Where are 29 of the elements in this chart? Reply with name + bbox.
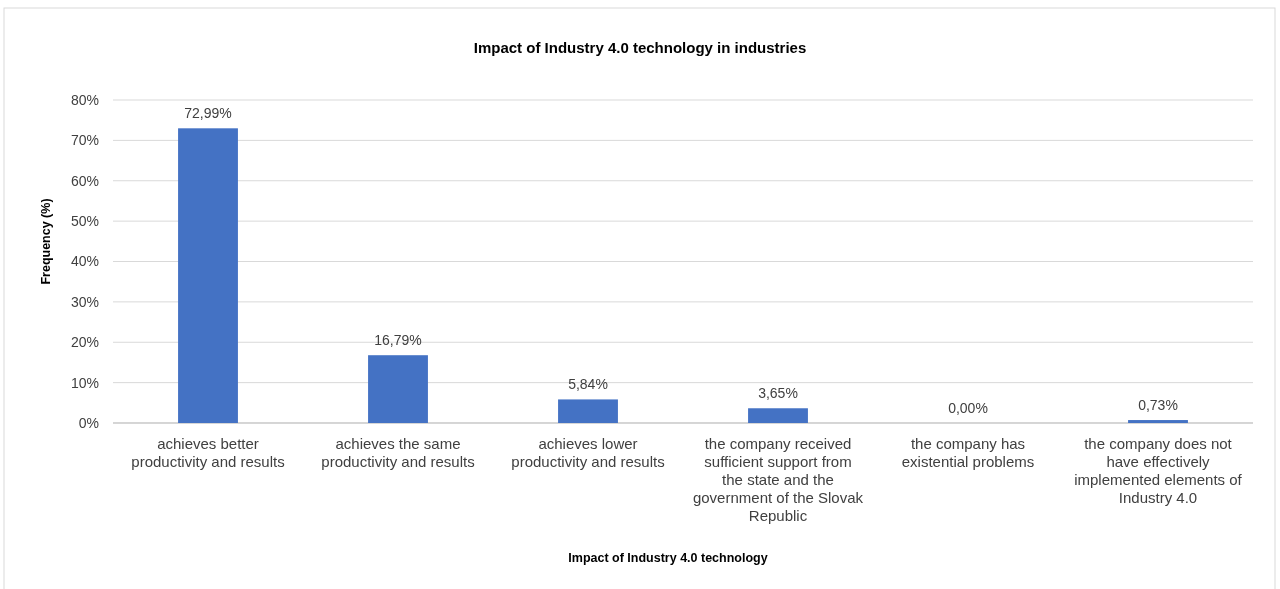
data-label: 0,73% <box>1138 397 1178 414</box>
data-label: 0,00% <box>948 400 988 416</box>
x-tick-label: the company has existential problems <box>901 435 1035 470</box>
x-axis-title: Impact of Industry 4.0 technology <box>568 551 768 565</box>
y-tick-label: 10% <box>70 374 99 391</box>
data-label: 5,84% <box>568 376 608 393</box>
y-tick-label: 40% <box>70 253 99 270</box>
y-tick-label: 80% <box>70 91 99 108</box>
x-tick-label: achieves the same productivity and results <box>321 435 475 470</box>
x-tick-label: the company received sufficient support from the state and the government of the Slovak Republic <box>692 435 864 524</box>
y-axis-title: Frequency (%) <box>39 198 53 285</box>
data-label: 72,99% <box>184 105 232 122</box>
data-label: 16,79% <box>374 332 422 349</box>
bar <box>368 355 428 423</box>
bar <box>178 128 238 423</box>
y-tick-label: 0% <box>78 414 99 431</box>
bar <box>558 399 618 423</box>
y-tick-label: 50% <box>70 213 99 230</box>
chart-title: Impact of Industry 4.0 technology in industries <box>473 39 807 56</box>
x-tick-label: achieves lower productivity and results <box>511 435 665 470</box>
y-tick-label: 20% <box>70 334 99 351</box>
bar <box>1128 420 1188 423</box>
y-tick-label: 30% <box>70 293 99 310</box>
x-tick-label: achieves better productivity and results <box>131 435 285 470</box>
data-label: 3,65% <box>758 385 798 402</box>
y-tick-label: 70% <box>70 132 99 149</box>
x-tick-label: the company does not have effectively implemented elements of Industry 4.0 <box>1074 435 1243 506</box>
y-tick-label: 60% <box>70 172 99 189</box>
bar <box>748 408 808 423</box>
